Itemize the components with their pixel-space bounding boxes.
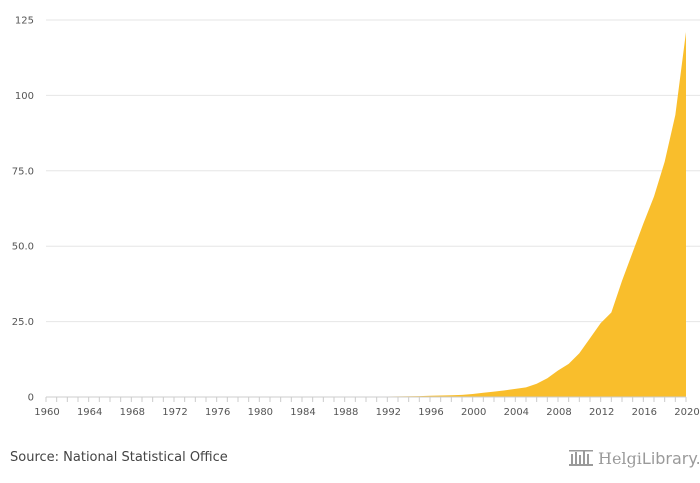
y-tick-label: 25.0 bbox=[12, 317, 34, 328]
x-tick-label: 1996 bbox=[418, 407, 443, 418]
x-tick-label: 1976 bbox=[205, 407, 230, 418]
x-tick-label: 1980 bbox=[248, 407, 273, 418]
x-tick-label: 1960 bbox=[34, 407, 59, 418]
y-tick-label: 75.0 bbox=[12, 166, 34, 177]
x-tick-label: 1992 bbox=[376, 407, 401, 418]
y-tick-label: 100 bbox=[15, 91, 34, 102]
gridlines bbox=[46, 19, 700, 323]
x-tick-label: 2008 bbox=[546, 407, 571, 418]
x-tick-label: 2012 bbox=[589, 407, 614, 418]
x-tick-label: 1988 bbox=[333, 407, 358, 418]
y-tick-label: 50.0 bbox=[12, 242, 34, 253]
x-tick-label: 2020 bbox=[674, 407, 699, 418]
y-tick-label: 125 bbox=[15, 16, 34, 27]
series-area bbox=[46, 32, 686, 398]
area-chart: 0 25.0 50.0 75.0 100 125 1960 1964 1968 1972 1976… bbox=[12, 16, 700, 418]
y-tick-label: 0 bbox=[28, 393, 34, 404]
x-tick-label: 1984 bbox=[290, 407, 315, 418]
x-tick-label: 1972 bbox=[162, 407, 187, 418]
x-tick-label: 2016 bbox=[632, 407, 657, 418]
series-area-layer bbox=[46, 32, 686, 398]
x-axis: 1960 1964 1968 1972 1976 1980 1984 1988 1992 1996… bbox=[34, 396, 700, 418]
source-note: Source: National Statistical Office bbox=[10, 450, 228, 465]
x-tick-label: 2004 bbox=[504, 407, 529, 418]
x-tick-label: 1964 bbox=[77, 407, 102, 418]
library-building-icon bbox=[569, 450, 593, 466]
helgi-library-logo: HelgiLibrary. bbox=[568, 448, 700, 468]
logo-text: HelgiLibrary. bbox=[598, 449, 700, 468]
x-tick-label: 2000 bbox=[461, 407, 486, 418]
logo-text-light: Library. bbox=[641, 448, 700, 468]
logo-text-bold: Helgi bbox=[598, 448, 642, 468]
y-axis-ticks: 0 25.0 50.0 75.0 100 125 bbox=[12, 16, 34, 404]
x-tick-label: 1968 bbox=[120, 407, 145, 418]
